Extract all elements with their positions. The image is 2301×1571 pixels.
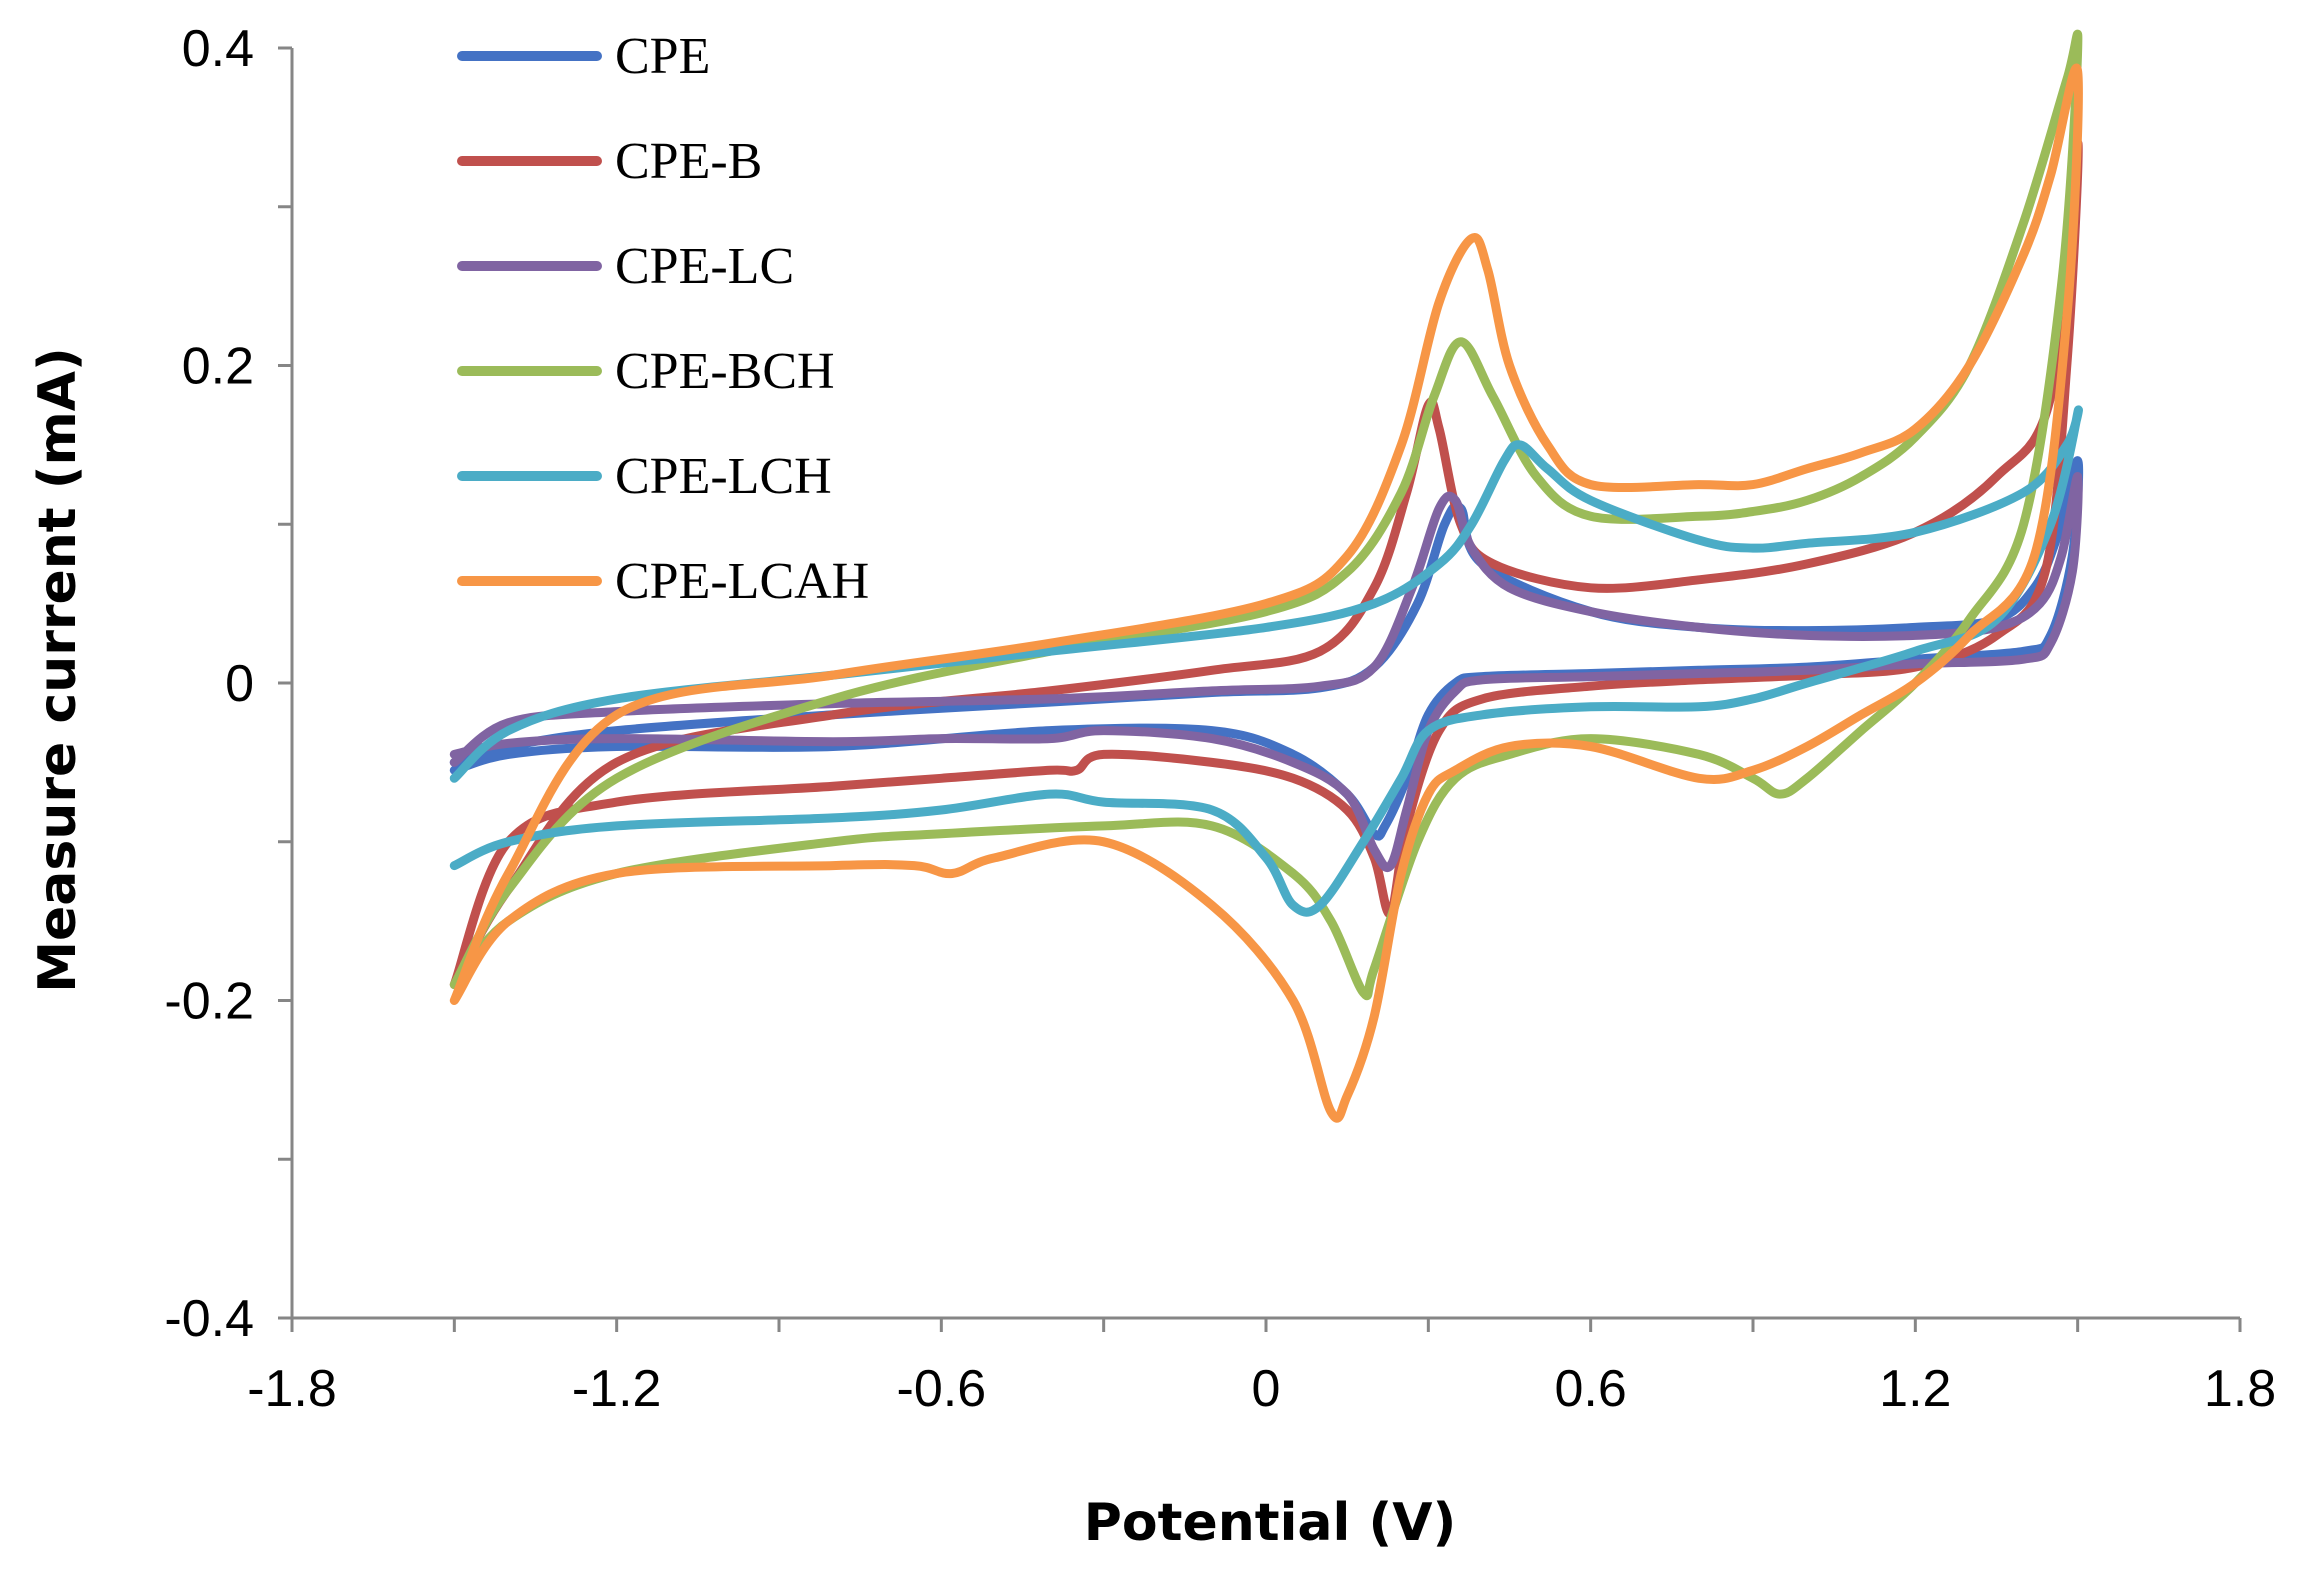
legend-label-cpe-lch: CPE-LCH: [615, 448, 832, 505]
x-tick-label: 0: [1252, 1360, 1281, 1418]
series-line-cpe-lch: [449, 405, 2083, 917]
y-tick-label: 0: [225, 655, 254, 713]
y-tick-label: 0.4: [182, 20, 254, 78]
x-axis-title: Potential (V): [1084, 1493, 1456, 1553]
legend-label-cpe: CPE: [615, 28, 710, 85]
x-tick-label: -1.2: [572, 1360, 662, 1418]
x-tick-label: 1.2: [1879, 1360, 1951, 1418]
y-axis-title: Measure current (mA): [28, 347, 88, 992]
x-tick-label: 0.6: [1555, 1360, 1627, 1418]
series-line-cpe-lc: [449, 472, 2083, 873]
legend-label-cpe-b: CPE-B: [615, 133, 762, 190]
x-tick-label: 1.8: [2204, 1360, 2276, 1418]
axes: -0.4 -0.2 0 0.2 0.4 -1.8 -1.2 -0.6 0 0.6 1.2 1.8: [164, 20, 2276, 1418]
legend-label-cpe-bch: CPE-BCH: [615, 343, 835, 400]
y-tick-label: 0.2: [182, 338, 254, 396]
x-tick-label: -0.6: [897, 1360, 987, 1418]
legend-label-cpe-lcah: CPE-LCAH: [615, 553, 869, 610]
y-tick-label: -0.2: [164, 973, 254, 1031]
series-layer: [449, 29, 2084, 1123]
y-tick-label: -0.4: [164, 1290, 254, 1348]
legend: CPE CPE-B CPE-LC CPE-BCH CPE-LCH CPE-LCAH: [457, 28, 869, 610]
series-line-cpe-lcah: [449, 63, 2083, 1123]
series-line-cpe-bch: [449, 29, 2083, 1001]
legend-label-cpe-lc: CPE-LC: [615, 238, 794, 295]
x-tick-label: -1.8: [247, 1360, 337, 1418]
